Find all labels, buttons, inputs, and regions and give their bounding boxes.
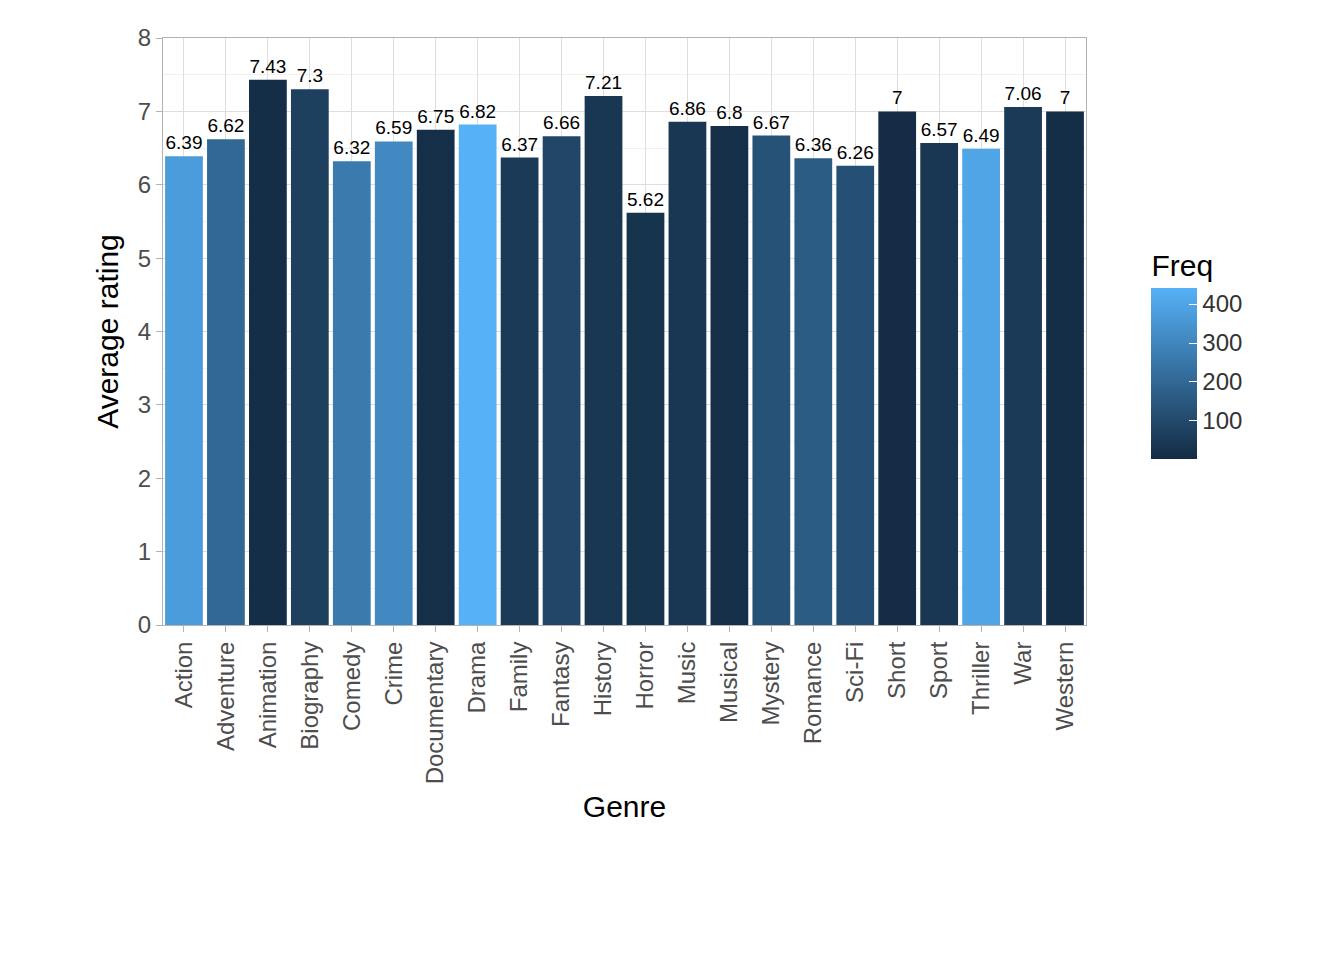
svg-text:War: War	[1009, 642, 1036, 685]
svg-text:7.06: 7.06	[1005, 83, 1042, 104]
svg-text:7.21: 7.21	[585, 72, 622, 93]
svg-text:6.75: 6.75	[417, 106, 454, 127]
svg-text:Biography: Biography	[296, 642, 323, 750]
svg-text:6.57: 6.57	[921, 119, 958, 140]
svg-text:6: 6	[138, 171, 151, 198]
svg-text:Family: Family	[505, 642, 532, 713]
svg-text:Musical: Musical	[715, 642, 742, 723]
svg-text:Animation: Animation	[254, 642, 281, 749]
svg-text:Freq: Freq	[1151, 249, 1213, 282]
svg-text:Western: Western	[1051, 642, 1078, 731]
svg-text:Sport: Sport	[925, 641, 952, 699]
svg-text:History: History	[589, 642, 616, 717]
svg-text:2: 2	[138, 465, 151, 492]
svg-text:6.86: 6.86	[669, 98, 706, 119]
svg-text:7: 7	[1060, 87, 1071, 108]
svg-text:300: 300	[1202, 329, 1242, 356]
svg-text:Mystery: Mystery	[757, 642, 784, 726]
svg-text:Adventure: Adventure	[212, 642, 239, 751]
svg-text:Short: Short	[883, 641, 910, 699]
svg-text:Drama: Drama	[463, 641, 490, 714]
svg-text:Genre: Genre	[583, 790, 666, 823]
svg-text:6.66: 6.66	[543, 112, 580, 133]
svg-text:0: 0	[138, 611, 151, 638]
svg-text:5: 5	[138, 245, 151, 272]
svg-text:Documentary: Documentary	[422, 642, 449, 785]
svg-text:6.59: 6.59	[375, 117, 412, 138]
svg-text:Music: Music	[673, 642, 700, 705]
svg-text:6.37: 6.37	[501, 134, 538, 155]
svg-text:6.39: 6.39	[165, 132, 202, 153]
svg-text:4: 4	[138, 318, 151, 345]
svg-text:7: 7	[138, 98, 151, 125]
svg-text:6.8: 6.8	[716, 102, 742, 123]
svg-text:8: 8	[138, 24, 151, 51]
svg-text:6.82: 6.82	[459, 101, 496, 122]
svg-text:6.32: 6.32	[333, 137, 370, 158]
svg-text:5.62: 5.62	[627, 189, 664, 210]
svg-text:100: 100	[1202, 407, 1242, 434]
svg-text:3: 3	[138, 391, 151, 418]
svg-text:Crime: Crime	[380, 642, 407, 706]
svg-text:7.43: 7.43	[249, 56, 286, 77]
svg-text:6.67: 6.67	[753, 112, 790, 133]
svg-text:6.49: 6.49	[963, 125, 1000, 146]
svg-text:Romance: Romance	[799, 642, 826, 745]
svg-text:6.36: 6.36	[795, 134, 832, 155]
svg-text:Fantasy: Fantasy	[547, 642, 574, 727]
svg-text:Thriller: Thriller	[967, 642, 994, 715]
svg-text:7: 7	[892, 87, 903, 108]
svg-text:6.26: 6.26	[837, 142, 874, 163]
svg-text:Average rating: Average rating	[91, 234, 124, 429]
svg-text:6.62: 6.62	[207, 115, 244, 136]
svg-text:7.3: 7.3	[297, 65, 323, 86]
svg-text:200: 200	[1202, 368, 1242, 395]
svg-text:1: 1	[138, 538, 151, 565]
svg-text:Comedy: Comedy	[338, 642, 365, 731]
svg-text:Action: Action	[170, 642, 197, 709]
svg-text:400: 400	[1202, 290, 1242, 317]
svg-text:Horror: Horror	[631, 642, 658, 710]
svg-text:Sci-Fi: Sci-Fi	[841, 642, 868, 703]
